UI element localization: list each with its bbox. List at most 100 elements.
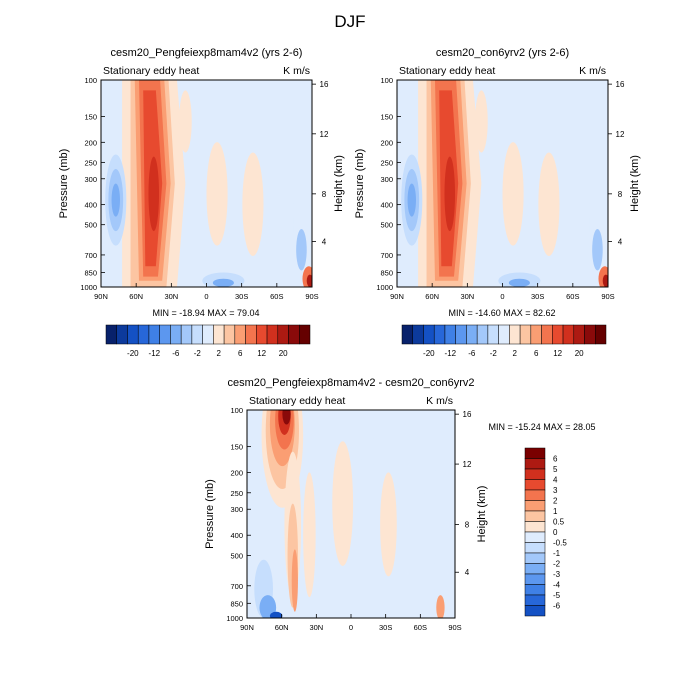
x-tick-label: 0 (204, 292, 208, 301)
y-axis-label: Pressure (mb) (354, 149, 366, 219)
colorbar-label: -6 (553, 602, 561, 611)
colorbar-box (524, 542, 546, 554)
colorbar-label: 1 (553, 507, 558, 516)
warm-region (303, 472, 316, 598)
y-tick-label: 400 (84, 201, 97, 210)
colorbar-label: -5 (553, 591, 561, 600)
y-tick-label: 500 (84, 221, 97, 230)
y-tick-label: 400 (380, 201, 393, 210)
cold-region (361, 414, 374, 490)
y-tick-label: 850 (230, 599, 243, 608)
panel-left-label: Stationary eddy heat (103, 65, 199, 77)
colorbar-box (524, 479, 546, 491)
colorbar-box (524, 531, 546, 543)
colorbar-box (148, 324, 160, 345)
contour-field-2 (247, 410, 455, 618)
y-tick-label: 100 (230, 406, 243, 415)
y-tick-label: 300 (380, 175, 393, 184)
y-tick-label: 700 (84, 251, 97, 260)
y2-axis-label: Height (km) (476, 486, 488, 543)
y-axis-label: Pressure (mb) (58, 149, 70, 219)
y-tick-label: 700 (380, 251, 393, 260)
y-tick-label: 200 (230, 469, 243, 478)
colorbar-box (595, 324, 607, 345)
x-tick-label: 30S (531, 292, 544, 301)
colorbar-box (562, 324, 575, 345)
colorbar-label: -6 (172, 349, 180, 358)
warm-region (475, 90, 488, 153)
warm-core (444, 156, 456, 232)
colorbar-box (213, 324, 225, 345)
y2-tick-label: 12 (616, 130, 625, 139)
colorbar-box (584, 324, 596, 345)
cold-region (231, 84, 249, 126)
colorbar-box (487, 324, 499, 345)
y2-tick-label: 4 (322, 237, 327, 246)
colorbar-label: -2 (490, 349, 498, 358)
x-tick-label: 90S (305, 292, 318, 301)
cold-region (423, 441, 437, 525)
colorbar-label: 6 (238, 349, 243, 358)
colorbar-box (234, 324, 246, 345)
cold-region (434, 534, 447, 618)
contour-field-0 (101, 80, 312, 287)
y2-axis-label: Height (km) (629, 155, 641, 212)
stats-text: MIN = -15.24 MAX = 28.05 (488, 422, 595, 432)
colorbar-box (180, 324, 193, 345)
colorbar-box (277, 324, 289, 345)
y-tick-label: 100 (84, 76, 97, 85)
warm-region (602, 274, 608, 287)
warm-region (179, 90, 192, 153)
y2-tick-label: 4 (465, 568, 470, 577)
colorbar-box (137, 324, 150, 345)
y-axis-label: Pressure (mb) (204, 479, 216, 549)
colorbar-label: 5 (553, 465, 558, 474)
colorbar-label: 4 (553, 476, 558, 485)
colorbar-label: -4 (553, 581, 561, 590)
x-tick-label: 30S (379, 623, 392, 632)
cold-region (296, 229, 307, 271)
warm-region (206, 142, 228, 246)
panel-left-label: Stationary eddy heat (399, 65, 495, 77)
colorbar-label: 2 (553, 497, 558, 506)
warm-region (306, 274, 312, 287)
colorbar-box (552, 324, 564, 345)
colorbar-box (519, 324, 532, 345)
colorbar-box (498, 324, 510, 345)
colorbar-box (524, 552, 546, 564)
y2-tick-label: 4 (618, 237, 623, 246)
colorbar-box (116, 324, 128, 345)
colorbar-label: -3 (553, 570, 561, 579)
stats-text: MIN = -18.94 MAX = 79.04 (152, 308, 259, 318)
colorbar-label: -20 (423, 349, 435, 358)
x-tick-label: 90N (94, 292, 108, 301)
colorbar-label: 12 (553, 349, 562, 358)
cold-region (527, 84, 545, 126)
y-tick-label: 1000 (80, 283, 97, 292)
y-tick-label: 500 (230, 551, 243, 560)
y-tick-label: 850 (84, 268, 97, 277)
y2-tick-label: 16 (616, 80, 625, 89)
y2-tick-label: 8 (322, 190, 327, 199)
colorbar-box (423, 324, 435, 345)
colorbar-label: 12 (257, 349, 266, 358)
y2-tick-label: 8 (618, 190, 623, 199)
panel-title: cesm20_con6yrv2 (yrs 2-6) (436, 47, 569, 59)
colorbar-label: 2 (217, 349, 222, 358)
y-tick-label: 300 (230, 505, 243, 514)
colorbar-box (524, 521, 546, 533)
colorbar-label: 0 (553, 528, 558, 537)
warm-core (148, 156, 160, 232)
cold-region (407, 183, 416, 217)
colorbar-box (509, 324, 521, 345)
colorbar-box (191, 324, 203, 345)
colorbar-box (245, 324, 257, 345)
panel-left-label: Stationary eddy heat (249, 395, 345, 407)
colorbar-box (401, 324, 413, 345)
y-tick-label: 250 (84, 158, 97, 167)
warm-region (380, 472, 397, 577)
colorbar-box (524, 468, 546, 480)
y-tick-label: 400 (230, 531, 243, 540)
y-tick-label: 700 (230, 582, 243, 591)
colorbar-box (476, 324, 489, 345)
